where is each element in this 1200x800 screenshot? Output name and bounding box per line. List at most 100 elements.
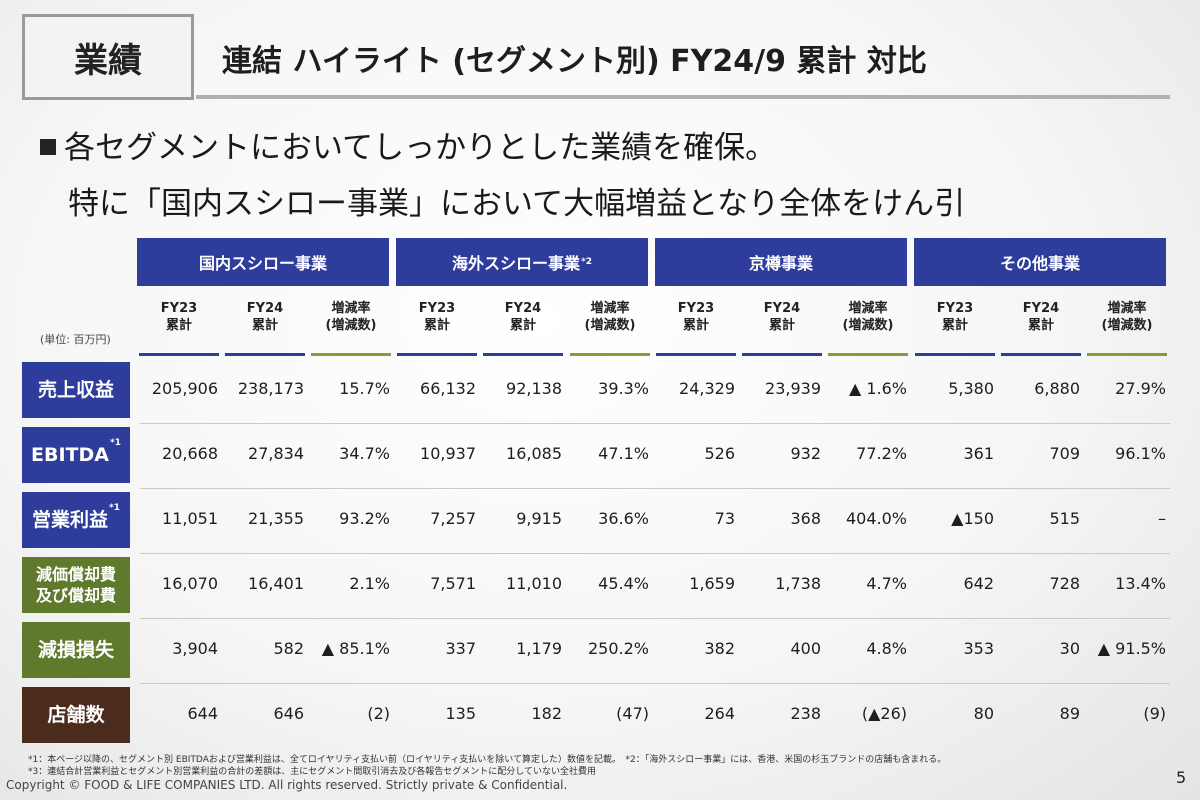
table-cell: –	[1158, 509, 1166, 528]
column-header-line: 累計	[1027, 318, 1054, 333]
lead-line-2: 特に「国内スシロー事業」において大幅増益となり全体をけん引	[68, 186, 966, 222]
title-divider	[196, 95, 1170, 99]
row-label-line: 減価償却費	[35, 565, 116, 584]
segment-note: *2	[581, 257, 592, 267]
unit-label: (単位: 百万円)	[40, 333, 111, 346]
column-header-line: 累計	[423, 318, 450, 333]
table-cell: 96.1%	[1115, 444, 1166, 463]
column-header-line: (増減数)	[1101, 318, 1153, 333]
table-cell: 7,257	[430, 509, 476, 528]
table-cell: 368	[790, 509, 821, 528]
column-header: 増減率 (増減数)	[1088, 300, 1166, 334]
table-cell: 30	[1059, 639, 1080, 658]
row-label-text: 売上収益	[38, 379, 114, 401]
column-header: FY23 累計	[657, 300, 735, 334]
column-underline	[1001, 353, 1081, 356]
table-cell: 89	[1059, 704, 1080, 723]
column-header-line: FY23	[418, 301, 456, 316]
table-cell: 16,070	[162, 574, 218, 593]
table-cell: 644	[187, 704, 218, 723]
column-header-line: 累計	[682, 318, 709, 333]
column-header-line: FY24	[1022, 301, 1060, 316]
table-cell: (9)	[1143, 704, 1166, 723]
column-underline	[915, 353, 995, 356]
column-header: 増減率 (増減数)	[571, 300, 649, 334]
table-cell: 1,738	[775, 574, 821, 593]
column-header-line: 累計	[509, 318, 536, 333]
table-cell: 13.4%	[1115, 574, 1166, 593]
table-cell: 20,668	[162, 444, 218, 463]
column-header: FY24 累計	[1002, 300, 1080, 334]
footnote-3: *3：連結合計営業利益とセグメント別営業利益の合計の差額は、主にセグメント間取引…	[28, 767, 596, 777]
row-label-line: EBITDA	[31, 443, 109, 466]
column-header-line: 累計	[165, 318, 192, 333]
row-separator	[140, 683, 1170, 684]
column-underline	[311, 353, 391, 356]
column-header-line: FY24	[763, 301, 801, 316]
column-header-line: (増減数)	[584, 318, 636, 333]
table-cell: 1,659	[689, 574, 735, 593]
column-underline	[742, 353, 822, 356]
table-cell: 400	[790, 639, 821, 658]
table-cell: 250.2%	[587, 639, 649, 658]
column-header-line: 累計	[251, 318, 278, 333]
segment-label: 国内スシロー事業	[198, 254, 327, 273]
table-cell: 15.7%	[339, 379, 390, 398]
column-header: 増減率 (増減数)	[829, 300, 907, 334]
row-label: 営業利益 *1	[22, 492, 130, 548]
table-cell: 526	[704, 444, 735, 463]
row-label-text: 減価償却費及び償却費	[36, 564, 116, 606]
column-underline	[656, 353, 736, 356]
column-header-line: 増減率	[848, 301, 888, 316]
row-label-text: 営業利益	[32, 508, 109, 531]
segment-label: 海外スシロー事業	[452, 254, 581, 273]
column-underline	[139, 353, 219, 356]
table-cell: 4.8%	[866, 639, 907, 658]
row-label-line: 店舗数	[47, 703, 105, 726]
lead-text-1: 各セグメントにおいてしっかりとした業績を確保。	[64, 130, 777, 166]
table-cell: 16,085	[506, 444, 562, 463]
lead-line-1: 各セグメントにおいてしっかりとした業績を確保。	[40, 122, 776, 167]
segment-header: 国内スシロー事業	[137, 238, 389, 286]
table-cell: 27.9%	[1115, 379, 1166, 398]
column-header-line: (増減数)	[842, 318, 894, 333]
table-cell: 205,906	[151, 379, 218, 398]
table-cell: 5,380	[948, 379, 994, 398]
table-cell: 9,915	[516, 509, 562, 528]
table-cell: 24,329	[679, 379, 735, 398]
table-cell: 728	[1049, 574, 1080, 593]
table-cell: ▲ 1.6%	[848, 379, 907, 398]
table-cell: 11,010	[506, 574, 562, 593]
footnote-1: *1：本ページ以降の、セグメント別 EBITDAおよび営業利益は、全てロイヤリテ…	[28, 755, 947, 765]
table-cell: 182	[531, 704, 562, 723]
row-label: 店舗数	[22, 687, 130, 743]
table-cell: ▲ 85.1%	[321, 639, 390, 658]
table-cell: 47.1%	[598, 444, 649, 463]
row-label-text: 店舗数	[47, 703, 105, 726]
row-label: 売上収益	[22, 362, 130, 418]
column-header: FY24 累計	[743, 300, 821, 334]
column-underline	[828, 353, 908, 356]
table-cell: 264	[704, 704, 735, 723]
table-cell: 23,939	[765, 379, 821, 398]
row-label-line: 営業利益	[32, 508, 109, 531]
copyright: Copyright © FOOD & LIFE COMPANIES LTD. A…	[6, 778, 568, 792]
row-separator	[140, 488, 1170, 489]
column-header: FY24 累計	[484, 300, 562, 334]
column-underline	[1087, 353, 1167, 356]
table-cell: 34.7%	[339, 444, 390, 463]
row-label: 減価償却費及び償却費	[22, 557, 130, 613]
table-cell: 515	[1049, 509, 1080, 528]
table-cell: 80	[973, 704, 994, 723]
column-header-line: FY24	[246, 301, 284, 316]
table-cell: 2.1%	[349, 574, 390, 593]
table-cell: 39.3%	[598, 379, 649, 398]
table-cell: 646	[273, 704, 304, 723]
table-cell: (▲26)	[861, 704, 907, 723]
row-label: 減損損失	[22, 622, 130, 678]
row-label-line: 及び償却費	[35, 586, 116, 605]
table-cell: 361	[963, 444, 994, 463]
row-label-text: EBITDA	[31, 443, 109, 466]
table-cell: 66,132	[420, 379, 476, 398]
table-cell: 36.6%	[598, 509, 649, 528]
